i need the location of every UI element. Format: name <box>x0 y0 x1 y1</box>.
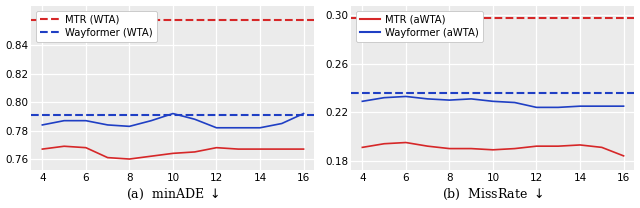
Legend: MTR (aWTA), Wayformer (aWTA): MTR (aWTA), Wayformer (aWTA) <box>356 11 483 42</box>
Legend: MTR (WTA), Wayformer (WTA): MTR (WTA), Wayformer (WTA) <box>36 11 157 42</box>
X-axis label: (a)  minADE $\downarrow$: (a) minADE $\downarrow$ <box>126 187 220 202</box>
X-axis label: (b)  MissRate $\downarrow$: (b) MissRate $\downarrow$ <box>442 187 543 202</box>
